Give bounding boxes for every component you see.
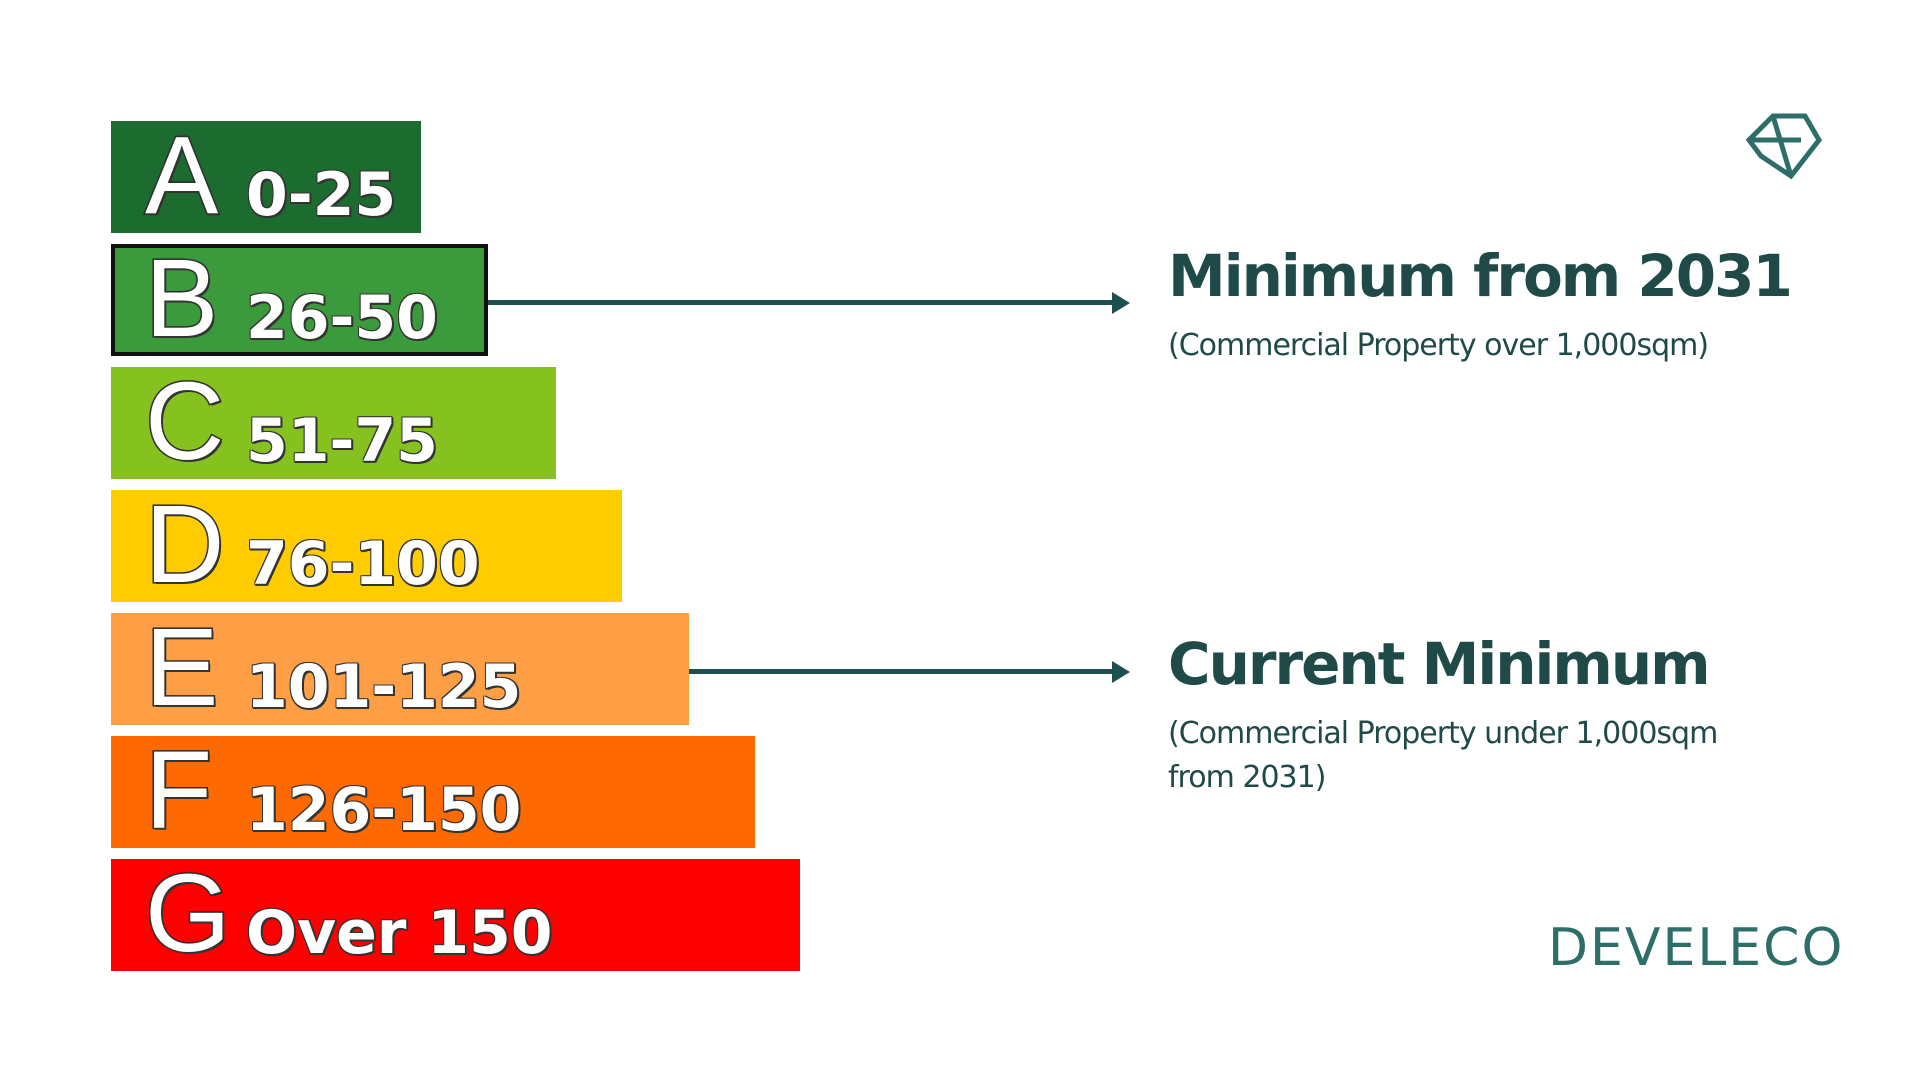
future-minimum-arrow-head-icon — [1112, 292, 1130, 314]
band-g: G Over 150 — [111, 851, 800, 976]
band-g-letter: G — [144, 851, 233, 976]
current-minimum-arrow-head-icon — [1112, 661, 1130, 683]
band-b: B 26-50 — [111, 236, 488, 361]
band-e-letter: E — [143, 605, 219, 730]
band-d: D 76-100 — [111, 482, 622, 607]
band-c: C 51-75 — [111, 359, 556, 484]
band-b-letter: B — [143, 236, 219, 361]
band-a-range: 0-25 — [246, 160, 397, 230]
current-minimum-title: Current Minimum — [1168, 630, 1711, 698]
band-f-range: 126-150 — [246, 775, 522, 845]
band-f: F 126-150 — [111, 728, 755, 853]
band-g-range: Over 150 — [246, 898, 553, 968]
current-minimum-arrow-line — [689, 669, 1118, 674]
future-minimum-subtitle: (Commercial Property over 1,000sqm) — [1168, 328, 1709, 363]
band-d-range: 76-100 — [246, 529, 480, 599]
future-minimum-title: Minimum from 2031 — [1168, 242, 1793, 310]
current-minimum-subtitle: (Commercial Property under 1,000sqm from… — [1168, 716, 1718, 795]
band-a-letter: A — [143, 113, 219, 238]
diamond-logo-icon — [1745, 113, 1823, 180]
band-b-range: 26-50 — [246, 283, 438, 353]
band-f-letter: F — [143, 728, 213, 853]
band-c-letter: C — [143, 359, 225, 484]
future-minimum-arrow-line — [488, 300, 1118, 305]
brand-name: DEVELECO — [1548, 918, 1845, 978]
band-d-letter: D — [143, 482, 225, 607]
band-e-range: 101-125 — [246, 652, 522, 722]
band-c-range: 51-75 — [246, 406, 438, 476]
band-e: E 101-125 — [111, 605, 689, 730]
band-a: A 0-25 — [111, 113, 421, 238]
